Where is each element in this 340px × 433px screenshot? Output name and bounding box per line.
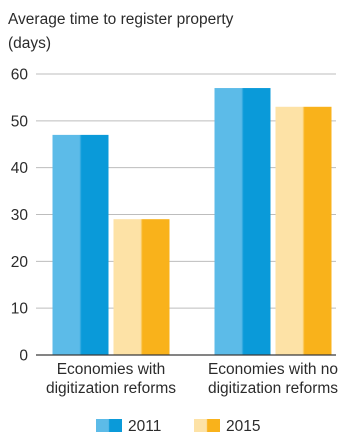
bar-2015-1 bbox=[275, 106, 332, 356]
y-tick-label: 50 bbox=[11, 113, 29, 130]
chart-subtitle: (days) bbox=[8, 35, 51, 52]
legend-swatch-2015 bbox=[194, 419, 220, 432]
chart-title: Average time to register property bbox=[8, 11, 234, 28]
category-label: Economies with bbox=[57, 361, 166, 378]
y-tick-label: 30 bbox=[11, 207, 29, 224]
x-axis-categories: Economies with digitization reforms Econom… bbox=[46, 361, 338, 397]
category-label: digitization reforms bbox=[208, 380, 338, 397]
bars bbox=[52, 88, 332, 356]
category-label: digitization reforms bbox=[46, 380, 176, 397]
legend-label: 2011 bbox=[128, 418, 161, 433]
bar-2015-0 bbox=[113, 219, 170, 355]
y-tick-label: 10 bbox=[11, 301, 29, 318]
bar-2011-0 bbox=[52, 134, 109, 355]
bar-2011-1 bbox=[214, 88, 271, 356]
y-tick-label: 0 bbox=[19, 348, 28, 365]
category-label: Economies with no bbox=[208, 361, 338, 378]
legend-label: 2015 bbox=[226, 418, 260, 433]
legend-swatch-2011 bbox=[96, 419, 122, 432]
y-tick-label: 40 bbox=[11, 160, 29, 177]
y-tick-label: 20 bbox=[11, 254, 29, 271]
legend: 2011 2015 bbox=[96, 418, 260, 433]
y-tick-label: 60 bbox=[11, 67, 29, 84]
y-axis-ticks: 0 10 20 30 40 50 60 bbox=[11, 67, 29, 365]
